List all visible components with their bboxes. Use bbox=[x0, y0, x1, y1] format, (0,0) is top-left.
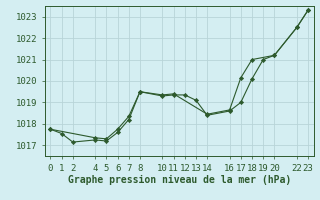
X-axis label: Graphe pression niveau de la mer (hPa): Graphe pression niveau de la mer (hPa) bbox=[68, 175, 291, 185]
